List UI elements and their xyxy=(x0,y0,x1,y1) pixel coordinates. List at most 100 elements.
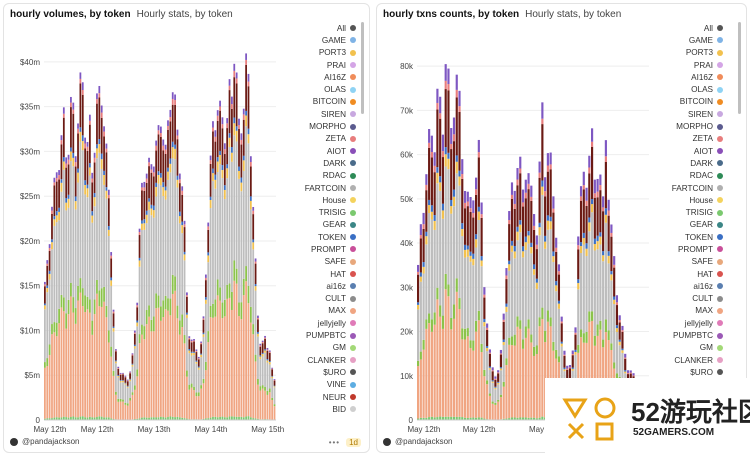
bar-segment[interactable] xyxy=(607,255,610,264)
bar-segment[interactable] xyxy=(197,356,200,359)
bar-segment[interactable] xyxy=(618,341,621,346)
bar-segment[interactable] xyxy=(77,300,79,418)
bar-segment[interactable] xyxy=(157,125,160,131)
bar-segment[interactable] xyxy=(472,200,475,214)
bar-segment[interactable] xyxy=(450,213,453,318)
bar-segment[interactable] xyxy=(441,328,445,417)
bar-segment[interactable] xyxy=(223,189,226,200)
bar-segment[interactable] xyxy=(143,417,146,420)
legend-item[interactable]: RDAC xyxy=(274,170,356,182)
bar-segment[interactable] xyxy=(571,368,574,371)
bar-segment[interactable] xyxy=(119,382,122,399)
bar-segment[interactable] xyxy=(167,310,169,418)
bar-segment[interactable] xyxy=(450,143,453,150)
bar-segment[interactable] xyxy=(486,384,489,420)
bar-segment[interactable] xyxy=(519,328,522,418)
bar-segment[interactable] xyxy=(74,166,77,197)
bar-segment[interactable] xyxy=(186,370,188,377)
bar-segment[interactable] xyxy=(447,158,450,170)
bar-segment[interactable] xyxy=(268,364,271,389)
bar-segment[interactable] xyxy=(115,394,117,420)
bar-segment[interactable] xyxy=(58,211,60,221)
bar-segment[interactable] xyxy=(216,279,219,296)
bar-segment[interactable] xyxy=(508,270,511,338)
bar-segment[interactable] xyxy=(249,162,252,167)
bar-segment[interactable] xyxy=(145,324,148,418)
bar-segment[interactable] xyxy=(574,327,577,333)
bar-segment[interactable] xyxy=(200,342,203,345)
bar-segment[interactable] xyxy=(579,186,583,197)
bar-segment[interactable] xyxy=(233,280,236,417)
bar-segment[interactable] xyxy=(84,180,87,186)
bar-segment[interactable] xyxy=(209,160,212,164)
bar-segment[interactable] xyxy=(197,359,200,367)
bar-segment[interactable] xyxy=(271,367,274,369)
bar-segment[interactable] xyxy=(466,256,469,329)
bar-segment[interactable] xyxy=(461,417,464,420)
bar-segment[interactable] xyxy=(458,90,461,107)
bar-segment[interactable] xyxy=(98,152,101,291)
bar-segment[interactable] xyxy=(216,120,219,158)
bar-segment[interactable] xyxy=(508,264,511,271)
bar-segment[interactable] xyxy=(162,187,165,197)
bar-segment[interactable] xyxy=(441,203,445,211)
bar-segment[interactable] xyxy=(549,152,552,165)
bar-segment[interactable] xyxy=(582,171,585,186)
bar-segment[interactable] xyxy=(472,217,475,254)
bar-segment[interactable] xyxy=(582,189,585,233)
bar-segment[interactable] xyxy=(212,121,214,128)
bar-segment[interactable] xyxy=(621,350,624,353)
bar-segment[interactable] xyxy=(155,182,158,187)
bar-segment[interactable] xyxy=(546,215,549,221)
bar-segment[interactable] xyxy=(202,336,205,379)
bar-segment[interactable] xyxy=(55,181,58,212)
bar-segment[interactable] xyxy=(259,346,262,356)
bar-segment[interactable] xyxy=(204,418,207,420)
bar-segment[interactable] xyxy=(242,119,245,156)
bar-segment[interactable] xyxy=(98,85,101,94)
bar-segment[interactable] xyxy=(148,209,150,306)
bar-segment[interactable] xyxy=(535,418,538,420)
bar-segment[interactable] xyxy=(441,134,445,152)
bar-segment[interactable] xyxy=(458,416,461,420)
bar-segment[interactable] xyxy=(60,135,63,141)
bar-segment[interactable] xyxy=(425,328,428,418)
bar-segment[interactable] xyxy=(546,321,549,418)
bar-segment[interactable] xyxy=(126,379,129,381)
bar-segment[interactable] xyxy=(48,270,51,274)
bar-segment[interactable] xyxy=(538,222,541,228)
bar-segment[interactable] xyxy=(72,109,75,114)
bar-segment[interactable] xyxy=(552,262,555,342)
bar-segment[interactable] xyxy=(100,416,103,420)
bar-segment[interactable] xyxy=(231,291,233,310)
bar-segment[interactable] xyxy=(461,229,464,237)
bar-segment[interactable] xyxy=(126,403,129,406)
bar-segment[interactable] xyxy=(145,178,148,183)
bar-segment[interactable] xyxy=(240,302,243,320)
bar-segment[interactable] xyxy=(174,104,176,145)
bar-segment[interactable] xyxy=(579,337,583,418)
bar-segment[interactable] xyxy=(452,416,456,420)
bar-segment[interactable] xyxy=(178,417,181,420)
bar-segment[interactable] xyxy=(238,302,240,317)
bar-segment[interactable] xyxy=(176,318,179,417)
bar-segment[interactable] xyxy=(133,385,136,390)
bar-segment[interactable] xyxy=(131,354,134,356)
bar-segment[interactable] xyxy=(51,334,53,419)
bar-segment[interactable] xyxy=(178,173,181,180)
bar-segment[interactable] xyxy=(615,325,619,329)
bar-segment[interactable] xyxy=(419,359,422,418)
bar-segment[interactable] xyxy=(430,151,433,158)
bar-segment[interactable] xyxy=(439,416,442,420)
bar-segment[interactable] xyxy=(162,196,165,301)
bar-segment[interactable] xyxy=(494,376,497,379)
bar-segment[interactable] xyxy=(136,322,139,327)
bar-segment[interactable] xyxy=(450,317,453,330)
bar-segment[interactable] xyxy=(48,279,51,345)
bar-segment[interactable] xyxy=(77,172,79,183)
bar-segment[interactable] xyxy=(615,331,619,374)
bar-segment[interactable] xyxy=(252,210,255,215)
bar-segment[interactable] xyxy=(207,418,210,420)
bar-segment[interactable] xyxy=(122,380,124,381)
bar-segment[interactable] xyxy=(571,350,574,354)
